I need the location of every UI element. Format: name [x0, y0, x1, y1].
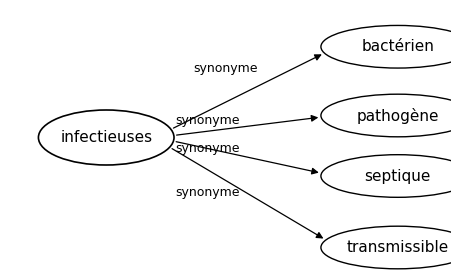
- Text: pathogène: pathogène: [356, 108, 438, 123]
- Text: bactérien: bactérien: [360, 39, 433, 54]
- Text: synonyme: synonyme: [175, 114, 239, 128]
- Text: synonyme: synonyme: [175, 186, 239, 199]
- Text: infectieuses: infectieuses: [60, 130, 152, 145]
- Text: synonyme: synonyme: [193, 62, 258, 75]
- Text: synonyme: synonyme: [175, 142, 239, 155]
- Text: transmissible: transmissible: [346, 240, 448, 255]
- Text: septique: septique: [364, 169, 430, 183]
